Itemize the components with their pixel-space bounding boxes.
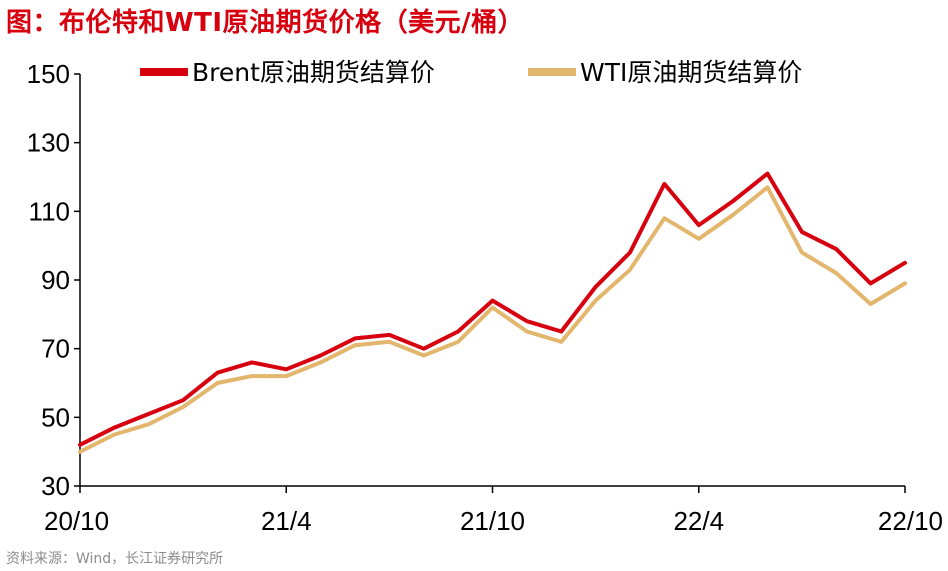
legend-item-brent: Brent原油期货结算价 — [140, 58, 435, 87]
y-tick-label: 90 — [41, 265, 70, 295]
series-layer — [78, 171, 907, 454]
series-brent — [78, 171, 907, 447]
axes: 30 50 70 90 110 130 150 20/10 21/4 21/10 22/4 22/10 — [27, 59, 943, 536]
y-tick-label: 50 — [41, 402, 70, 432]
x-tick-label: 21/4 — [261, 506, 312, 536]
x-tick-label: 22/4 — [673, 506, 724, 536]
series-wti — [78, 185, 907, 454]
y-tick-label: 130 — [27, 128, 70, 158]
chart-title: 图：布伦特和WTI原油期货价格（美元/桶） — [6, 8, 525, 38]
legend: Brent原油期货结算价 WTI原油期货结算价 — [140, 58, 802, 87]
legend-label: WTI原油期货结算价 — [580, 58, 802, 87]
series-line — [78, 185, 907, 454]
y-tick-label: 70 — [41, 334, 70, 364]
x-tick-label: 21/10 — [460, 506, 525, 536]
y-tick-label: 30 — [41, 471, 70, 501]
y-tick-label: 150 — [27, 59, 70, 89]
legend-label: Brent原油期货结算价 — [192, 58, 435, 87]
x-tick-label: 22/10 — [878, 506, 943, 536]
legend-item-wti: WTI原油期货结算价 — [528, 58, 802, 87]
x-tick-label: 20/10 — [44, 506, 109, 536]
y-tick-label: 110 — [29, 196, 70, 226]
source-note: 资料来源：Wind，长江证券研究所 — [6, 551, 224, 567]
